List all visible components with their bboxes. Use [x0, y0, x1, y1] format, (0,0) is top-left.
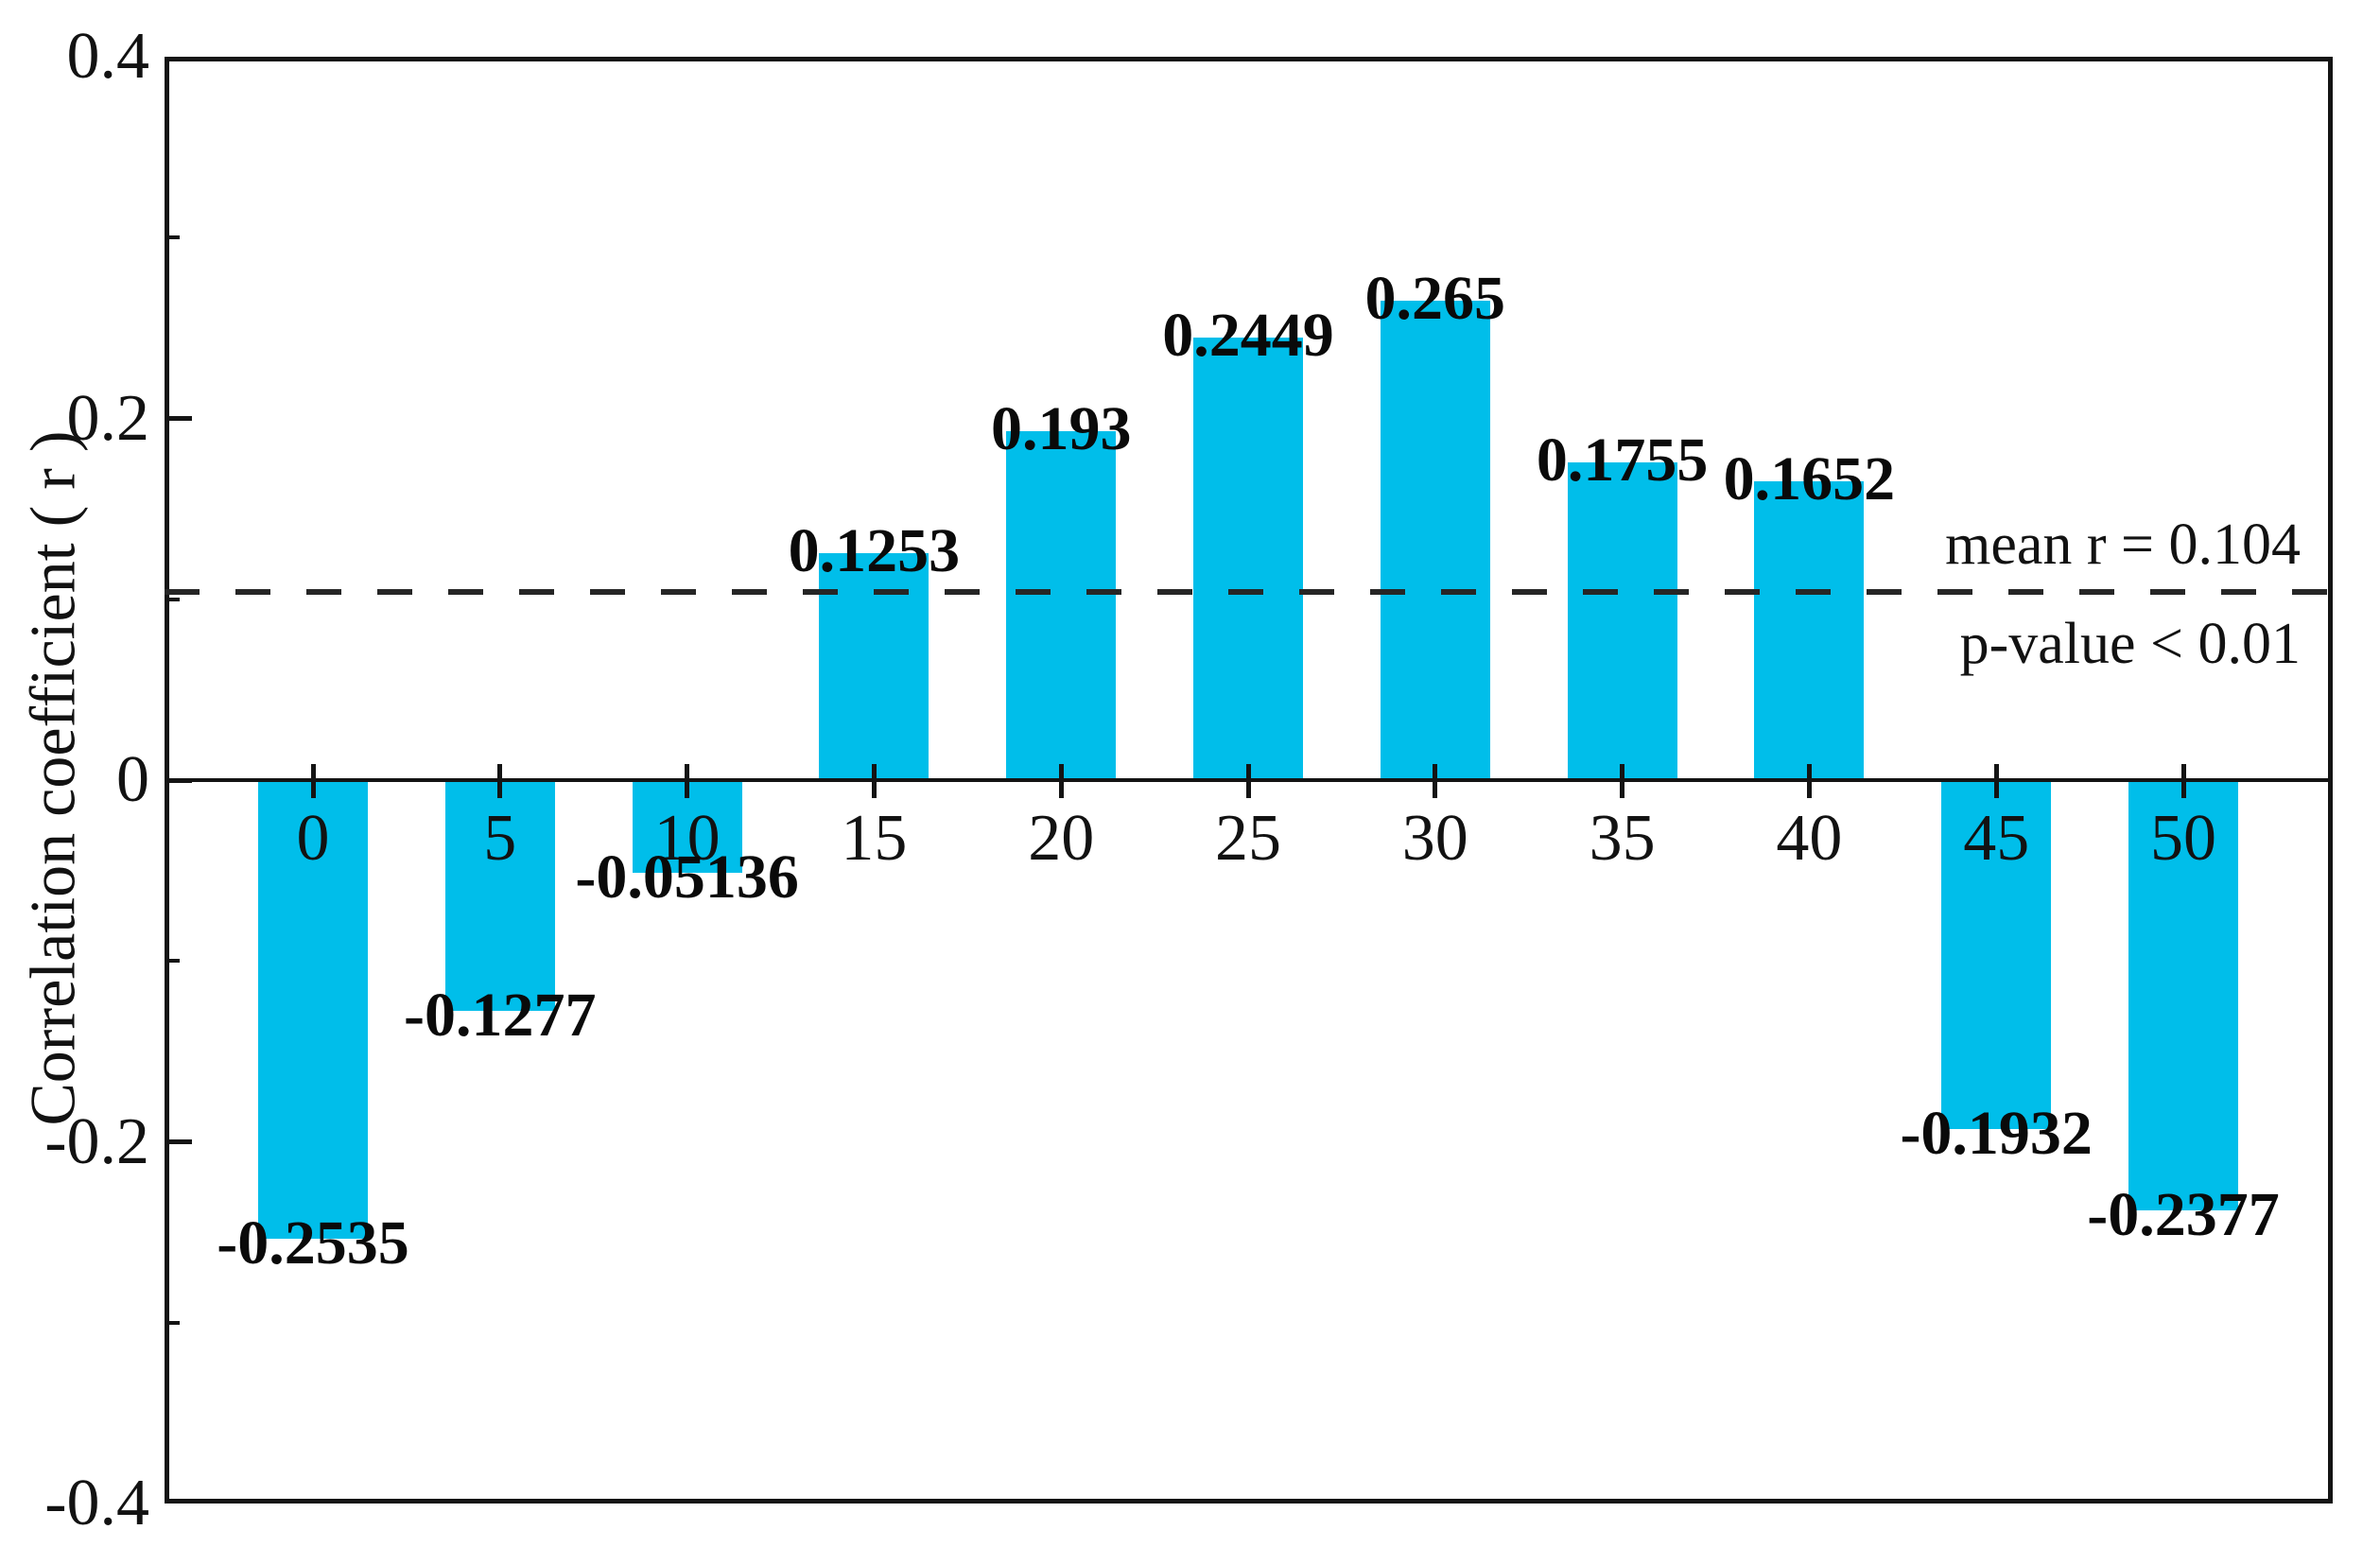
y-tick-label--0.4: -0.4: [44, 1467, 149, 1539]
y-minor-tick-0.1: [165, 597, 180, 601]
bar-value-label-0: -0.2535: [217, 1208, 409, 1278]
x-tick-25: [1245, 764, 1251, 798]
bar-value-label-45: -0.1932: [1900, 1099, 2093, 1169]
x-tick-5: [497, 764, 503, 798]
x-tick-35: [1620, 764, 1625, 798]
y-minor-tick--0.1: [165, 959, 180, 964]
mean-r-annotation: mean r = 0.104: [1945, 513, 2301, 577]
x-tick-label-10: 10: [653, 802, 721, 875]
y-tick-label-0.2: 0.2: [66, 381, 150, 455]
bar-35: [1567, 462, 1677, 780]
x-tick-20: [1058, 764, 1064, 798]
y-minor-tick-0.3: [165, 235, 180, 240]
x-tick-label-15: 15: [841, 802, 908, 875]
x-tick-label-45: 45: [1963, 802, 2030, 875]
bar-45: [1941, 780, 2052, 1130]
bar-value-label-15: 0.1253: [788, 516, 961, 586]
bar-value-label-40: 0.1652: [1723, 444, 1896, 514]
bar-30: [1380, 301, 1490, 780]
bar-value-label-50: -0.2377: [2087, 1179, 2280, 1249]
bar-value-label-30: 0.265: [1364, 264, 1506, 334]
x-tick-label-5: 5: [483, 802, 517, 875]
x-tick-50: [2180, 764, 2186, 798]
bar-5: [444, 780, 555, 1012]
bar-value-label-10: -0.05136: [575, 843, 799, 913]
y-minor-tick--0.3: [165, 1320, 180, 1325]
x-tick-0: [310, 764, 316, 798]
x-tick-30: [1433, 764, 1438, 798]
x-tick-15: [871, 764, 877, 798]
y-tick-label-0: 0: [116, 743, 149, 816]
y-tick-label-0.4: 0.4: [66, 20, 150, 93]
x-tick-label-0: 0: [296, 802, 330, 875]
bar-20: [1006, 430, 1117, 780]
mean-dashed-line: [165, 589, 2333, 596]
bar-value-label-20: 0.193: [990, 393, 1132, 463]
x-tick-label-35: 35: [1589, 802, 1656, 875]
x-tick-label-50: 50: [2150, 802, 2216, 875]
y-tick-0.2: [165, 416, 192, 421]
x-tick-label-20: 20: [1028, 802, 1095, 875]
bar-15: [819, 553, 929, 780]
x-tick-label-30: 30: [1401, 802, 1468, 875]
bar-value-label-5: -0.1277: [404, 981, 597, 1051]
bar-25: [1193, 337, 1303, 780]
x-tick-45: [1993, 764, 1999, 798]
bar-value-label-25: 0.2449: [1162, 300, 1334, 370]
x-tick-10: [685, 764, 690, 798]
x-tick-label-40: 40: [1776, 802, 1843, 875]
p-value-annotation: p-value < 0.01: [1959, 612, 2301, 676]
x-tick-40: [1806, 764, 1812, 798]
bar-50: [2128, 780, 2238, 1210]
bar-0: [258, 780, 368, 1239]
x-tick-label-25: 25: [1215, 802, 1281, 875]
y-tick-label--0.2: -0.2: [44, 1104, 149, 1178]
bar-value-label-35: 0.1755: [1536, 426, 1709, 495]
y-tick--0.2: [165, 1139, 192, 1144]
bar-40: [1754, 481, 1865, 780]
y-tick-0: [165, 777, 192, 783]
